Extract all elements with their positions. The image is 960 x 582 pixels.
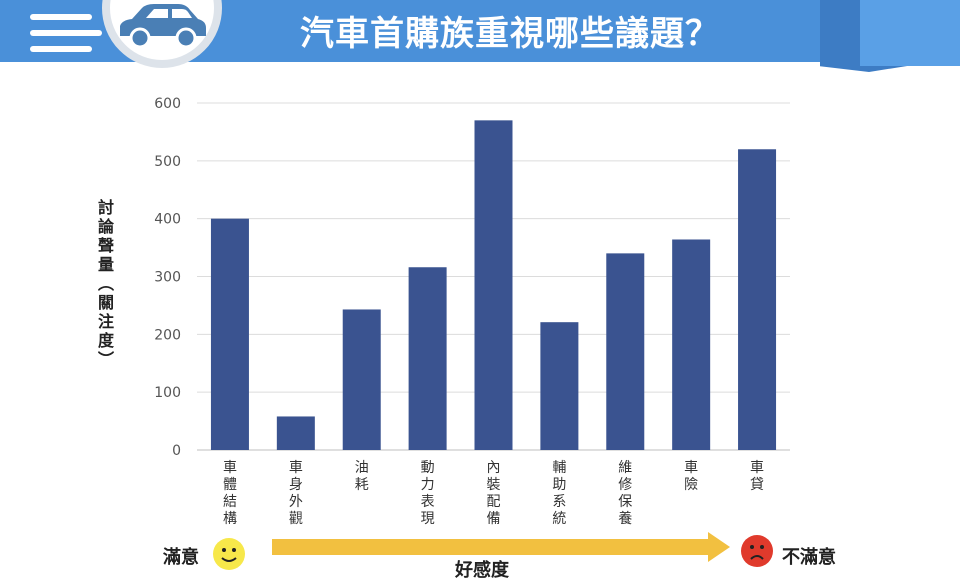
bar	[210, 218, 249, 450]
chart-bars	[210, 120, 777, 450]
y-tick-label: 100	[154, 385, 181, 401]
x-tick-label: 車險	[684, 459, 698, 493]
sentiment-caption: 好感度	[455, 560, 509, 581]
speed-line	[30, 46, 92, 52]
y-tick-label: 300	[154, 270, 181, 286]
banner-decoration-light	[860, 0, 960, 66]
sentiment-arrow	[272, 539, 710, 555]
x-tick-label: 內裝配備	[487, 460, 501, 527]
y-tick-label: 0	[172, 443, 181, 459]
y-tick-label: 500	[154, 154, 181, 170]
y-axis-ticks: 0 100 200 300 400 500 600	[154, 96, 181, 459]
bar	[738, 149, 777, 450]
speed-line	[30, 30, 102, 36]
satisfied-label: 滿意	[163, 547, 199, 568]
x-tick-label: 動力表現	[421, 460, 435, 527]
y-axis-label: 討論聲量 ︵ 關注度 ︶	[97, 198, 114, 369]
x-tick-label: 油耗	[355, 460, 369, 493]
x-tick-label: 車身外觀	[289, 459, 303, 527]
bar	[540, 322, 579, 450]
x-tick-label: 維修保養	[618, 460, 632, 527]
x-tick-label: 輔助系統	[552, 460, 566, 527]
x-tick-label: 車體結構	[223, 459, 237, 527]
car-icon	[120, 4, 206, 49]
bar	[276, 416, 315, 450]
y-tick-label: 200	[154, 327, 181, 343]
unsatisfied-label: 不滿意	[782, 547, 836, 568]
bar	[672, 239, 711, 450]
x-axis-labels: 車體結構 車身外觀 油耗 動力表現 內裝配備 輔助系統 維修保養 車險 車貸	[223, 459, 764, 527]
sad-face-icon	[741, 535, 773, 567]
bar	[606, 253, 645, 450]
y-tick-label: 600	[154, 96, 181, 112]
smiley-face-icon	[213, 538, 245, 570]
speed-line	[30, 14, 92, 20]
bar	[474, 120, 513, 450]
y-tick-label: 400	[154, 212, 181, 228]
bar	[342, 309, 381, 450]
page-title: 汽車首購族重視哪些議題？	[300, 14, 720, 54]
bar	[408, 267, 447, 450]
sentiment-arrow-head	[708, 532, 730, 562]
x-tick-label: 車貸	[750, 459, 764, 493]
